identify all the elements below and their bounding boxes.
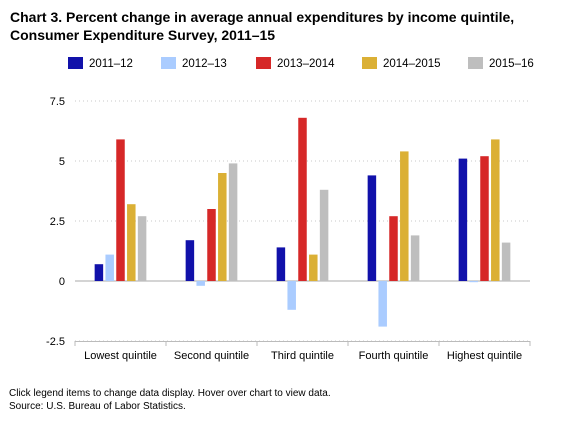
y-tick-label: 0 [59,276,65,288]
legend-swatch [468,57,483,69]
bar[interactable] [218,173,227,281]
bar[interactable] [185,240,195,281]
bar[interactable] [319,189,329,281]
bar[interactable] [469,281,478,283]
x-tick-label: Lowest quintile [84,350,157,362]
bar[interactable] [127,204,136,281]
bar[interactable] [378,281,387,327]
bar[interactable] [94,264,104,281]
bar[interactable] [207,209,216,281]
chart-title-line-2: Consumer Expenditure Survey, 2011–15 [10,27,276,43]
bar[interactable] [389,216,398,281]
bar[interactable] [491,139,500,281]
legend-label: 2014–2015 [383,58,441,70]
bar[interactable] [287,281,296,310]
legend-label: 2011–12 [89,58,133,70]
bar[interactable] [137,216,147,281]
legend-swatch [68,57,83,69]
chart-title: Chart 3. Percent change in average annua… [10,8,570,44]
bar[interactable] [196,281,205,286]
x-tick-label: Fourth quintile [359,350,429,362]
legend-swatch [161,57,176,69]
y-tick-label: 7.5 [50,96,65,108]
bar[interactable] [501,242,511,281]
legend-swatch [362,57,377,69]
chart-footer: Click legend items to change data displa… [9,388,331,413]
bar[interactable] [276,247,286,281]
legend-item[interactable]: 2011–12 [68,56,133,72]
legend-item[interactable]: 2015–16 [468,56,534,72]
footer-source: Source: U.S. Bureau of Labor Statistics. [9,400,186,412]
legend-label: 2015–16 [489,58,534,70]
bar[interactable] [105,254,114,281]
bar[interactable] [367,175,377,281]
legend-item[interactable]: 2014–2015 [362,56,441,72]
bar[interactable] [116,139,125,281]
legend-item[interactable]: 2013–2014 [256,56,335,72]
bar[interactable] [228,163,238,281]
y-tick-label: 2.5 [50,216,65,228]
legend-swatch [256,57,271,69]
chart-title-line-1: Chart 3. Percent change in average annua… [10,9,515,25]
y-tick-label: 5 [59,156,65,168]
footer-note: Click legend items to change data displa… [9,388,331,399]
x-tick-label: Third quintile [271,350,334,362]
bar[interactable] [309,254,318,281]
legend-label: 2013–2014 [277,58,335,70]
legend-label: 2012–13 [182,58,227,70]
y-tick-label: -2.5 [46,336,65,348]
bar[interactable] [400,151,409,281]
x-tick-label: Highest quintile [447,350,522,362]
bar[interactable] [458,158,468,281]
x-tick-label: Second quintile [174,350,249,362]
bar[interactable] [410,235,420,281]
bar[interactable] [298,117,307,281]
bar[interactable] [480,156,489,281]
chart-legend: 2011–12 2012–13 2013–2014 2014–2015 2015–16 [0,56,580,72]
legend-item[interactable]: 2012–13 [161,56,227,72]
